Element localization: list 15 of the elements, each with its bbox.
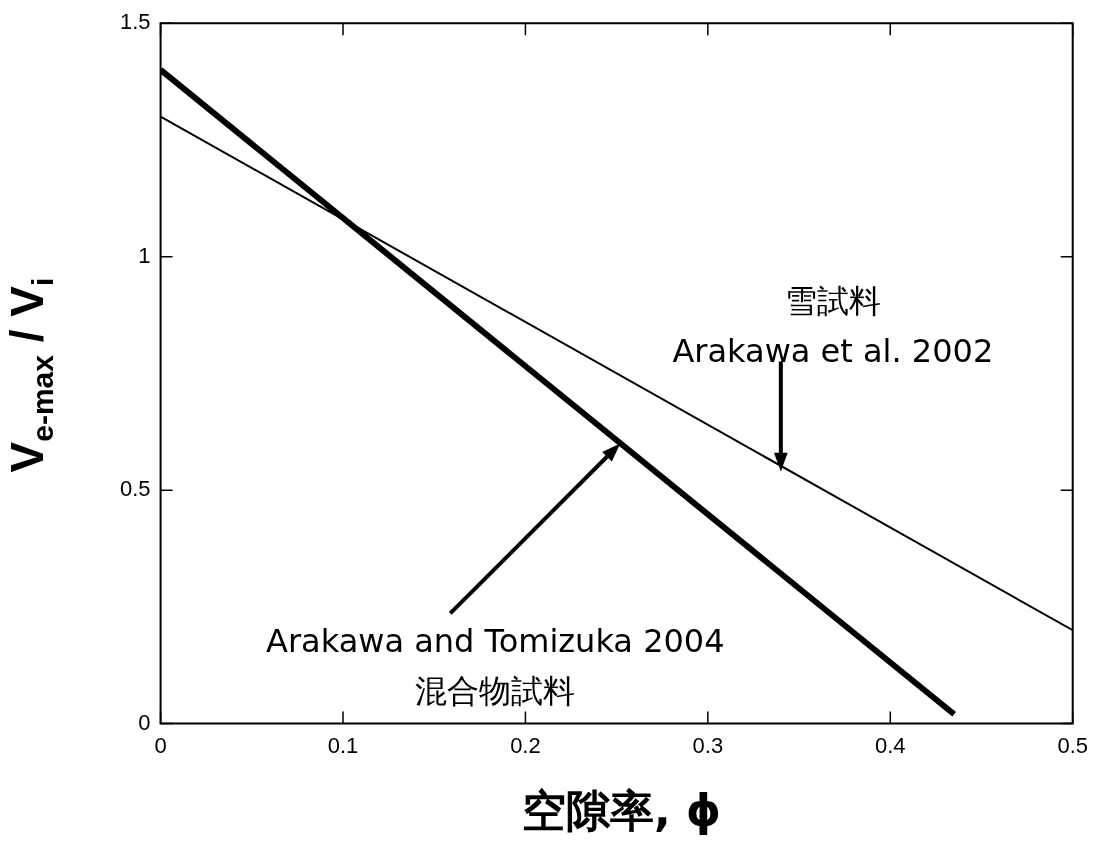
annotation: Arakawa et al. 2002 <box>672 331 994 370</box>
x-tick-label: 0.3 <box>692 732 724 758</box>
x-tick-label: 0.5 <box>1057 732 1089 758</box>
x-axis-title: 空隙率, ϕ <box>520 784 723 838</box>
annotation: Arakawa and Tomizuka 2004 <box>266 621 725 660</box>
y-tick-label: 1.5 <box>119 9 151 35</box>
x-tick-label: 0 <box>154 732 167 758</box>
x-tick-label: 0.1 <box>327 732 359 758</box>
x-tick-label: 0.4 <box>874 732 906 758</box>
x-tick-label: 0.2 <box>510 732 541 758</box>
y-tick-label: 0 <box>138 709 151 735</box>
annotation: 混合物試料 <box>415 671 576 710</box>
annotation: 雪試料 <box>784 281 881 320</box>
y-tick-label: 1 <box>138 242 151 268</box>
y-tick-label: 0.5 <box>119 476 151 502</box>
